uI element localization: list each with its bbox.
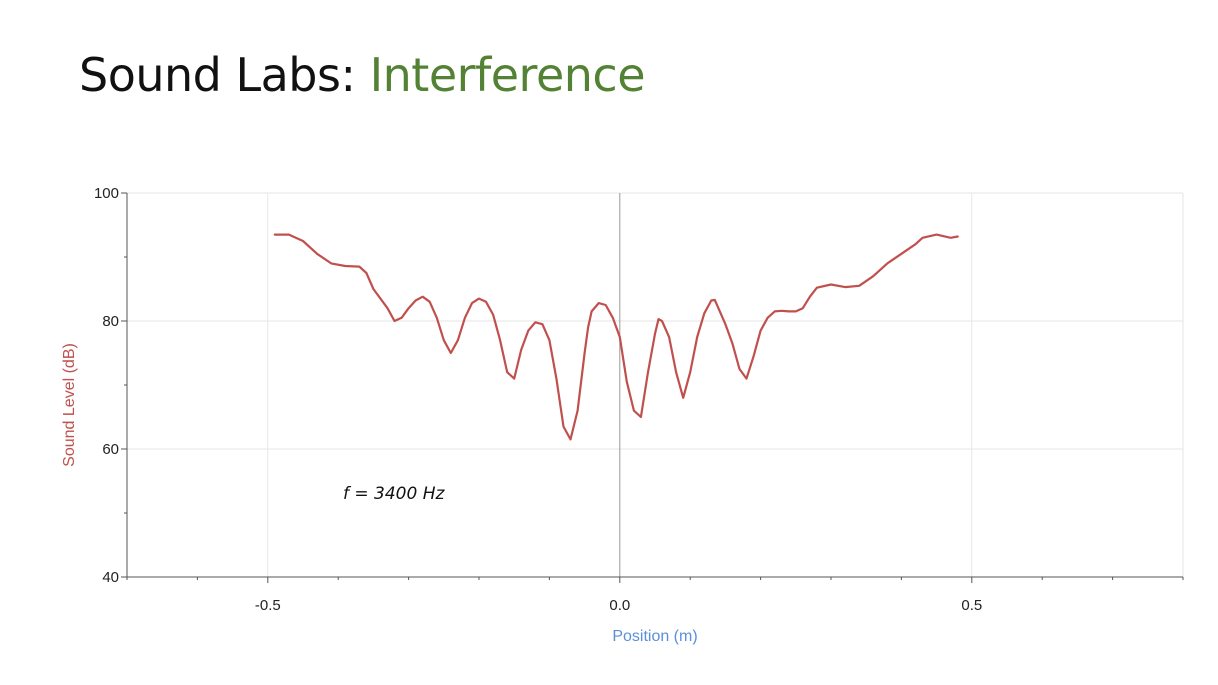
slide-title-prefix: Sound Labs: <box>79 48 370 102</box>
x-axis-title: Position (m) <box>612 628 697 645</box>
y-tick-label: 60 <box>102 441 119 458</box>
x-tick-label: 0.0 <box>609 597 630 614</box>
x-tick-label: -0.5 <box>255 597 281 614</box>
frequency-annotation: f = 3400 Hz <box>343 484 445 504</box>
y-tick-label: 80 <box>102 313 119 330</box>
y-tick-label: 40 <box>102 569 119 586</box>
x-tick-label: 0.5 <box>961 597 982 614</box>
slide-title: Sound Labs: Interference <box>79 48 646 102</box>
slide-title-accent: Interference <box>369 48 646 102</box>
y-tick-label: 100 <box>94 185 119 202</box>
axes <box>121 192 1184 583</box>
sound-level-series-line <box>273 233 959 441</box>
y-axis-title: Sound Level (dB) <box>61 343 78 467</box>
labels: 40 60 80 100 -0.5 0.0 0.5 <box>94 185 982 614</box>
series-layer <box>273 233 959 441</box>
grid <box>127 192 1184 578</box>
